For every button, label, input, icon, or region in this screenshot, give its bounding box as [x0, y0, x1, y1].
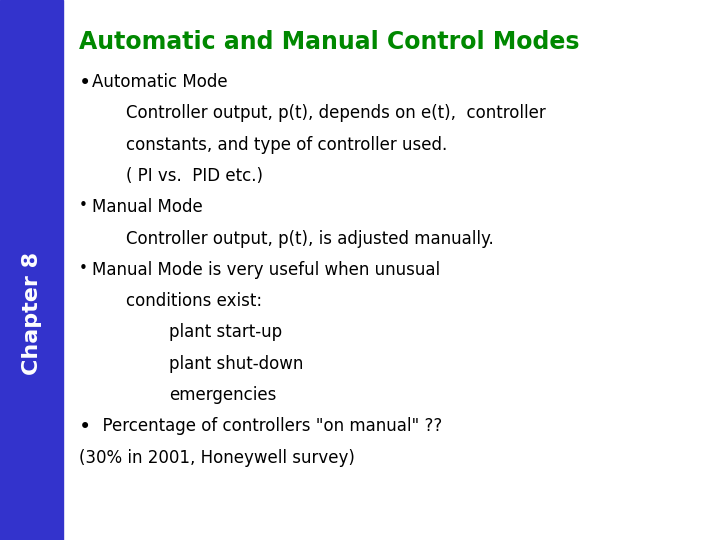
Text: Percentage of controllers "on manual" ??: Percentage of controllers "on manual" ??	[92, 417, 442, 435]
Text: Automatic and Manual Control Modes: Automatic and Manual Control Modes	[79, 30, 580, 53]
Text: constants, and type of controller used.: constants, and type of controller used.	[126, 136, 447, 153]
Text: ( PI vs.  PID etc.): ( PI vs. PID etc.)	[126, 167, 263, 185]
Text: •: •	[79, 261, 88, 276]
Text: Manual Mode is very useful when unusual: Manual Mode is very useful when unusual	[92, 261, 441, 279]
Text: Chapter 8: Chapter 8	[22, 252, 42, 375]
Text: •: •	[79, 417, 91, 437]
Text: plant shut-down: plant shut-down	[169, 355, 304, 373]
Text: •: •	[79, 73, 91, 93]
Text: Automatic Mode: Automatic Mode	[92, 73, 228, 91]
Text: emergencies: emergencies	[169, 386, 276, 404]
Text: Manual Mode: Manual Mode	[92, 198, 203, 216]
Text: conditions exist:: conditions exist:	[126, 292, 262, 310]
Text: (30% in 2001, Honeywell survey): (30% in 2001, Honeywell survey)	[79, 449, 355, 467]
Text: Controller output, p(t), depends on e(t),  controller: Controller output, p(t), depends on e(t)…	[126, 104, 546, 122]
Text: plant start-up: plant start-up	[169, 323, 282, 341]
Text: •: •	[79, 198, 88, 213]
Text: Controller output, p(t), is adjusted manually.: Controller output, p(t), is adjusted man…	[126, 230, 494, 247]
